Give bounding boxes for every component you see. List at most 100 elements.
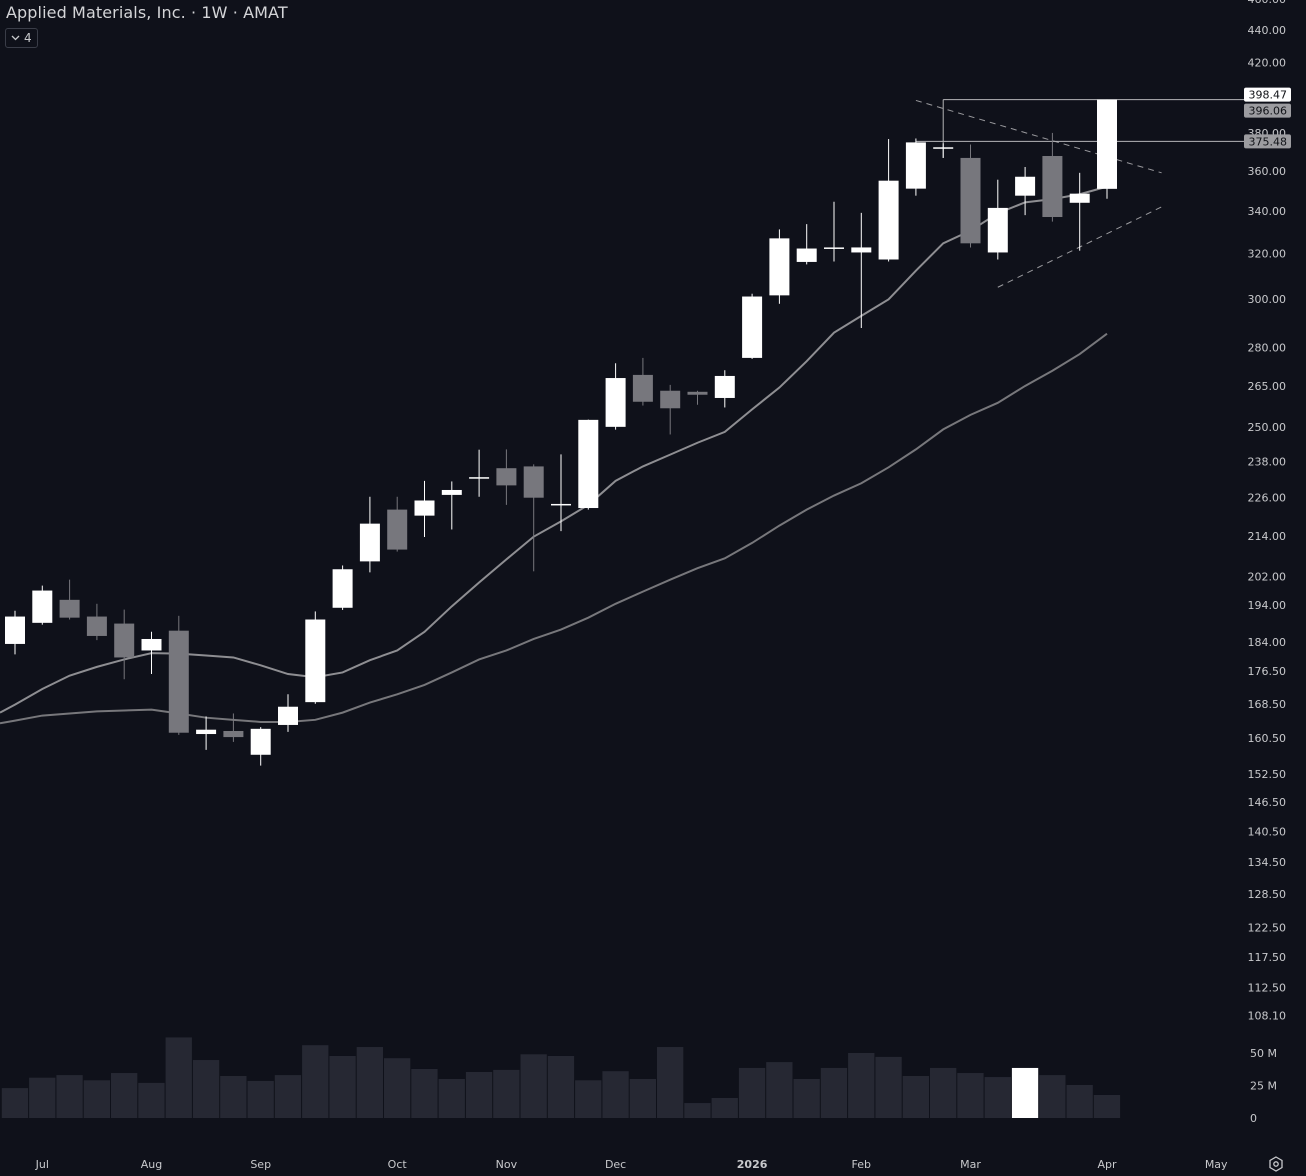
- time-tick-label: Nov: [496, 1158, 518, 1171]
- ma-long-line: [0, 332, 1108, 725]
- time-tick-label: Apr: [1097, 1158, 1117, 1171]
- time-tick-label: May: [1205, 1158, 1228, 1171]
- volume-bar: [438, 1079, 465, 1118]
- volume-bar: [247, 1080, 274, 1118]
- candle-body: [59, 599, 80, 618]
- candle-body: [714, 375, 735, 398]
- candle-body: [632, 374, 653, 402]
- volume-bar: [1, 1088, 29, 1118]
- volume-bar: [274, 1075, 302, 1118]
- candle: [141, 631, 162, 675]
- candle-body: [250, 728, 271, 755]
- candle: [1097, 99, 1117, 199]
- price-label: 398.47: [1244, 87, 1291, 102]
- candle-body: [196, 729, 217, 735]
- time-tick-label: Oct: [388, 1158, 408, 1171]
- indicators-toggle-button[interactable]: 4: [5, 28, 38, 48]
- candle-body: [769, 238, 790, 296]
- candle: [687, 390, 708, 405]
- volume-bar: [820, 1067, 848, 1118]
- candle: [551, 454, 571, 532]
- candle-body: [114, 623, 135, 658]
- candle: [86, 603, 107, 641]
- volume-tick-label: 0: [1250, 1112, 1257, 1125]
- volume-tick-label: 25 M: [1250, 1080, 1277, 1093]
- price-tick-label: 160.50: [1248, 732, 1287, 745]
- candle-body: [223, 730, 244, 738]
- price-tick-label: 420.00: [1248, 57, 1287, 70]
- volume-tick-label: 50 M: [1250, 1047, 1277, 1060]
- candle-body: [905, 142, 926, 189]
- price-tick-label: 176.50: [1248, 665, 1287, 678]
- volume-bar: [1011, 1067, 1039, 1118]
- indicators-count: 4: [24, 31, 32, 45]
- candle-body: [496, 468, 517, 486]
- volume-bar: [793, 1079, 820, 1118]
- candle-body: [469, 477, 490, 479]
- candle: [523, 464, 544, 572]
- volume-bar: [711, 1097, 738, 1118]
- volume-bar: [984, 1077, 1011, 1118]
- price-tick-label: 300.00: [1248, 293, 1287, 306]
- price-tick-label: 152.50: [1248, 768, 1287, 781]
- candle: [660, 384, 681, 435]
- candle: [1069, 172, 1090, 251]
- price-tick-label: 194.00: [1248, 599, 1287, 612]
- candle-body: [960, 157, 981, 244]
- volume-bar: [957, 1073, 984, 1118]
- candle: [59, 579, 80, 620]
- price-tick-label: 226.00: [1248, 492, 1287, 505]
- candle: [933, 143, 954, 158]
- ma-short-line: [0, 185, 1108, 714]
- volume-bar: [575, 1080, 602, 1118]
- volume-bar: [766, 1062, 793, 1118]
- price-tick-label: 140.50: [1248, 825, 1287, 838]
- candle: [469, 449, 490, 497]
- volume-bar: [384, 1058, 411, 1118]
- price-label: 396.06: [1244, 103, 1291, 118]
- volume-bar: [848, 1053, 875, 1118]
- candle: [5, 610, 25, 655]
- candle: [359, 496, 380, 573]
- candle: [441, 481, 462, 530]
- time-tick-label: Mar: [960, 1158, 981, 1171]
- candle: [796, 224, 817, 265]
- price-tick-label: 460.00: [1248, 0, 1287, 6]
- volume-bar: [629, 1079, 656, 1118]
- price-label: 375.48: [1244, 134, 1291, 149]
- candle: [332, 565, 353, 610]
- candle: [987, 179, 1008, 260]
- time-tick-label: Sep: [250, 1158, 271, 1171]
- candle: [414, 480, 435, 537]
- candle-body: [742, 296, 763, 358]
- volume-bar: [1039, 1075, 1066, 1118]
- price-tick-label: 146.50: [1248, 796, 1287, 809]
- volume-bar: [547, 1055, 575, 1118]
- candle: [496, 449, 517, 505]
- price-tick-label: 184.00: [1248, 636, 1287, 649]
- volume-bar: [138, 1082, 165, 1118]
- candle-body: [141, 638, 162, 651]
- candle: [769, 229, 790, 304]
- price-labels: 398.47 396.06 375.48: [1244, 87, 1291, 149]
- volume-bar: [465, 1071, 493, 1118]
- volume-bar: [1093, 1094, 1121, 1118]
- volume-bar: [493, 1069, 520, 1118]
- candle-body: [305, 619, 326, 703]
- price-label-text: 396.06: [1249, 105, 1288, 118]
- price-label-text: 398.47: [1249, 89, 1288, 102]
- price-tick-label: 134.50: [1248, 856, 1287, 869]
- price-tick-label: 108.10: [1248, 1009, 1287, 1022]
- candle-body: [605, 378, 626, 427]
- candle: [1042, 132, 1063, 222]
- price-label-bg: [1244, 87, 1291, 102]
- candle: [714, 370, 735, 408]
- price-tick-label: 238.00: [1248, 455, 1287, 468]
- volume-bar: [930, 1067, 957, 1118]
- price-tick-label: 117.50: [1248, 951, 1287, 964]
- settings-icon[interactable]: [1269, 1156, 1283, 1172]
- candle: [824, 201, 844, 262]
- volume-bar: [657, 1047, 684, 1118]
- volume-axis: 50 M 25 M 0: [1250, 1047, 1277, 1125]
